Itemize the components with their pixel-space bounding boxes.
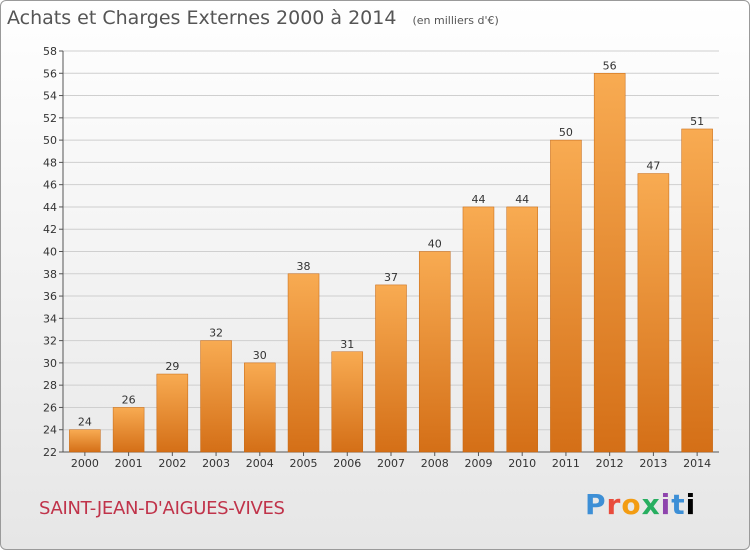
logo-letter: x [641, 488, 661, 521]
bar-value-label: 50 [559, 126, 573, 139]
logo-letter: o [621, 488, 642, 521]
logo-letter: r [606, 488, 622, 521]
y-tick-label: 28 [43, 379, 57, 392]
y-tick-label: 42 [43, 223, 57, 236]
logo-letter: i [660, 488, 672, 521]
y-tick-label: 24 [43, 424, 57, 437]
bar-value-label: 24 [78, 416, 92, 429]
x-tick-label: 2003 [202, 457, 230, 470]
bar-value-label: 32 [209, 327, 223, 340]
bar [506, 206, 538, 453]
bar [637, 173, 670, 453]
x-tick-label: 2000 [71, 457, 99, 470]
logo-letter: P [585, 488, 607, 521]
x-tick-label: 2008 [421, 457, 449, 470]
x-tick-label: 2002 [158, 457, 186, 470]
x-tick-label: 2007 [377, 457, 405, 470]
y-tick-label: 26 [43, 401, 57, 414]
bar-value-label: 38 [297, 260, 311, 273]
y-tick-label: 36 [43, 290, 57, 303]
x-tick-label: 2006 [333, 457, 361, 470]
bar-value-label: 31 [340, 338, 354, 351]
logo-letter: i [685, 488, 697, 521]
y-tick-label: 22 [43, 446, 57, 459]
x-tick-label: 2012 [596, 457, 624, 470]
bar-value-label: 47 [646, 160, 660, 173]
y-tick-label: 50 [43, 134, 57, 147]
y-tick-label: 30 [43, 357, 57, 370]
y-tick-label: 52 [43, 112, 57, 125]
x-tick-label: 2009 [464, 457, 492, 470]
bar [462, 206, 495, 453]
bar-value-label: 40 [428, 238, 442, 251]
bar [418, 251, 451, 453]
x-tick-label: 2001 [115, 457, 143, 470]
y-tick-label: 48 [43, 156, 57, 169]
bar-value-label: 44 [515, 193, 529, 206]
bar-value-label: 51 [690, 115, 704, 128]
bar [200, 340, 232, 453]
chart-unit: (en milliers d'€) [412, 14, 499, 27]
bar-value-label: 26 [122, 393, 136, 406]
bar [112, 407, 145, 453]
y-tick-label: 34 [43, 312, 57, 325]
y-tick-label: 38 [43, 268, 57, 281]
x-tick-label: 2005 [290, 457, 318, 470]
y-tick-label: 44 [43, 201, 57, 214]
bar [156, 373, 189, 453]
x-tick-label: 2004 [246, 457, 274, 470]
bar-value-label: 30 [253, 349, 267, 362]
chart-title: Achats et Charges Externes 2000 à 2014 (… [7, 7, 499, 29]
city-name: SAINT-JEAN-D'AIGUES-VIVES [39, 498, 285, 519]
bar [69, 429, 101, 453]
proxiti-logo: Proxiti [585, 488, 696, 521]
y-tick-label: 58 [43, 45, 57, 58]
bar-value-label: 44 [471, 193, 485, 206]
bar [681, 128, 713, 453]
bar [244, 362, 276, 453]
bar-value-label: 29 [165, 360, 179, 373]
y-tick-label: 46 [43, 179, 57, 192]
y-tick-label: 40 [43, 246, 57, 259]
bars: 24 26 29 32 30 38 31 37 40 44 44 50 56 47 51 [69, 59, 713, 453]
x-tick-label: 2010 [508, 457, 536, 470]
x-tick-label: 2014 [683, 457, 711, 470]
x-tick-label: 2011 [552, 457, 580, 470]
logo-letter: t [671, 488, 686, 521]
bar [375, 284, 407, 453]
bar-value-label: 56 [603, 59, 617, 72]
bar [287, 273, 320, 453]
y-tick-label: 54 [43, 90, 57, 103]
y-tick-label: 32 [43, 335, 57, 348]
bar-value-label: 37 [384, 271, 398, 284]
chart-title-text: Achats et Charges Externes 2000 à 2014 [7, 7, 397, 29]
bar [593, 73, 626, 453]
bar [331, 351, 364, 453]
bar [550, 139, 582, 453]
y-tick-label: 56 [43, 67, 57, 80]
x-tick-label: 2013 [639, 457, 667, 470]
